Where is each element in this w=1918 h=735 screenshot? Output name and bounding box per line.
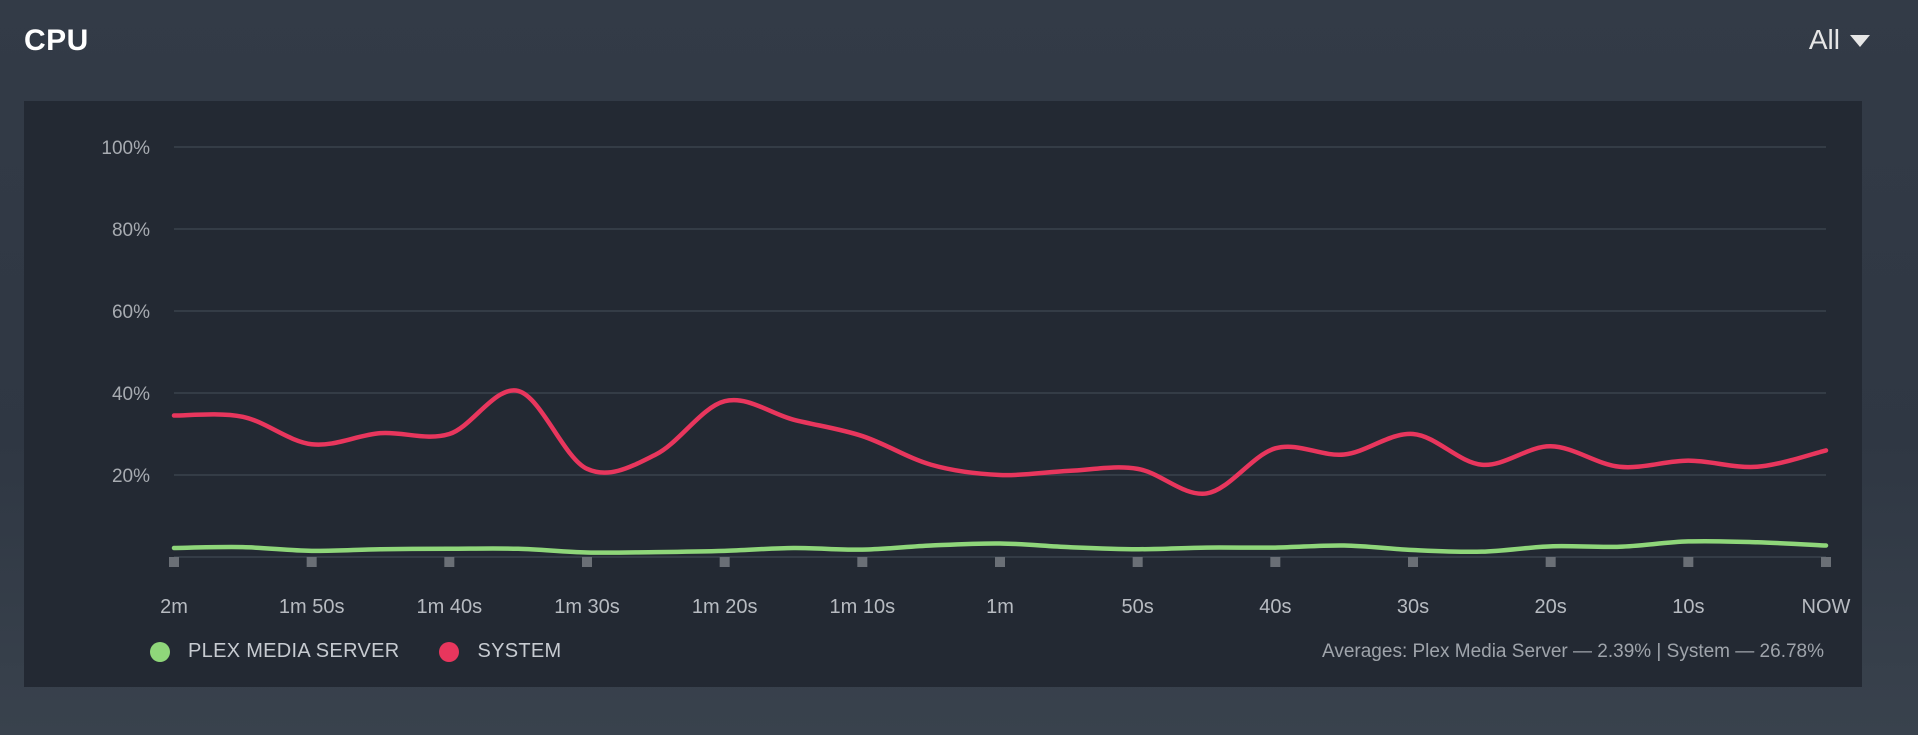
range-dropdown[interactable]: All <box>1809 24 1870 56</box>
x-tick-label: 2m <box>160 596 188 618</box>
x-tick-label: 1m 50s <box>279 596 345 618</box>
x-tick-mark <box>169 557 179 567</box>
legend-item-system[interactable]: SYSTEM <box>439 640 561 663</box>
x-tick-mark <box>1132 557 1143 567</box>
chevron-down-icon <box>1850 35 1870 47</box>
legend-label-system: SYSTEM <box>477 640 562 662</box>
x-tick-mark <box>995 557 1005 567</box>
plex-series-dot-icon <box>150 641 170 662</box>
averages-summary: Averages: Plex Media Server — 2.39% | Sy… <box>1322 641 1824 662</box>
system-series-dot-icon <box>439 641 460 662</box>
chart-panel <box>24 101 1862 687</box>
x-tick-mark <box>1408 557 1418 567</box>
x-tick-label: 10s <box>1672 596 1704 618</box>
y-tick-label: 80% <box>112 220 150 241</box>
x-tick-label: 50s <box>1122 596 1154 618</box>
x-tick-label: 1m 10s <box>830 596 896 618</box>
chart-legend: PLEX MEDIA SERVER SYSTEM <box>150 640 562 663</box>
x-tick-label: 20s <box>1535 596 1567 618</box>
x-tick-mark <box>719 557 730 567</box>
series-line-system <box>171 388 1829 496</box>
y-tick-label: 20% <box>112 466 150 487</box>
x-tick-mark <box>1683 557 1694 567</box>
x-tick-label: 1m 30s <box>554 596 620 618</box>
x-tick-label: 30s <box>1397 596 1429 618</box>
x-tick-label: NOW <box>1802 596 1851 618</box>
x-tick-label: 1m 40s <box>417 596 483 618</box>
x-tick-mark <box>1545 557 1556 567</box>
x-tick-mark <box>444 557 455 567</box>
x-tick-label: 40s <box>1259 596 1291 618</box>
x-tick-mark <box>582 557 592 567</box>
range-dropdown-label: All <box>1808 24 1840 55</box>
x-tick-label: 1m <box>986 596 1014 618</box>
legend-item-plex[interactable]: PLEX MEDIA SERVER <box>150 640 399 663</box>
series-line-plex-media-server <box>171 538 1829 555</box>
y-tick-label: 100% <box>101 138 150 159</box>
x-tick-mark <box>1270 557 1281 567</box>
y-tick-label: 60% <box>112 302 150 323</box>
page-title: CPU <box>24 24 89 57</box>
x-tick-mark <box>857 557 868 567</box>
y-tick-label: 40% <box>112 384 150 405</box>
x-tick-mark <box>306 557 317 567</box>
x-tick-label: 1m 20s <box>692 596 758 618</box>
x-tick-mark <box>1821 557 1831 567</box>
legend-label-plex: PLEX MEDIA SERVER <box>188 640 400 662</box>
